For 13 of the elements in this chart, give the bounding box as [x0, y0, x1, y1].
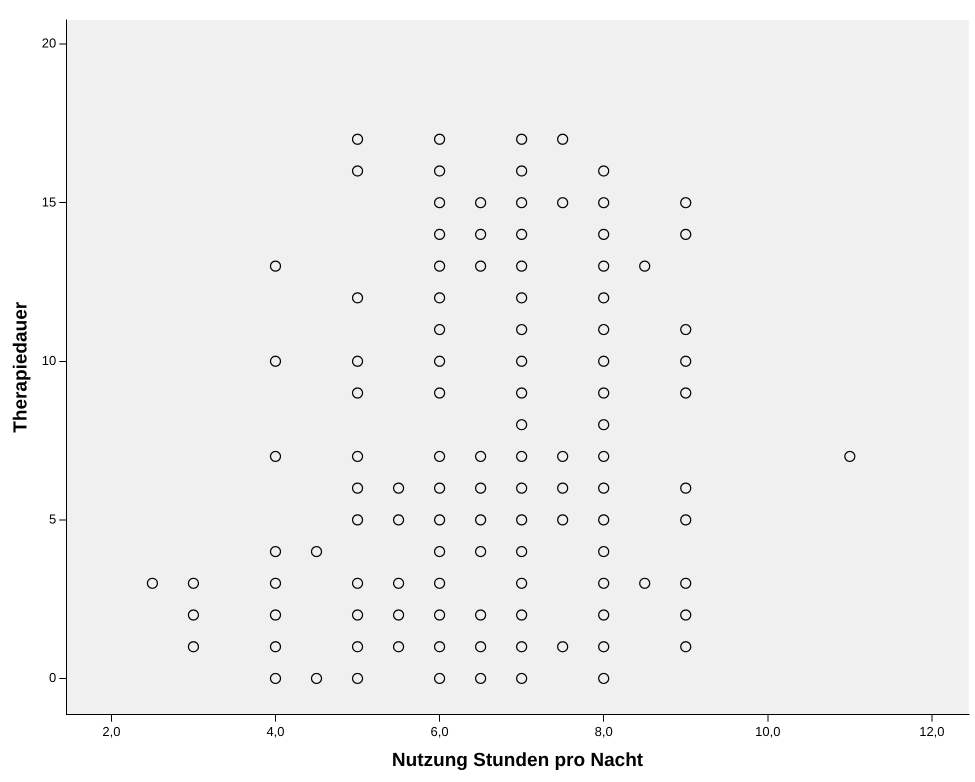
y-axis-title: Therapiedauer — [10, 301, 32, 433]
y-tick-label: 15 — [42, 194, 56, 210]
x-tick-label: 12,0 — [919, 724, 945, 739]
x-tick-label: 6,0 — [430, 724, 449, 739]
y-tick-label: 10 — [42, 352, 56, 368]
y-tick-label: 5 — [49, 511, 56, 526]
x-tick-label: 2,0 — [102, 724, 120, 739]
x-tick-label: 10,0 — [755, 724, 780, 739]
x-tick-label: 8,0 — [594, 724, 613, 739]
y-tick-label: 20 — [42, 36, 56, 51]
y-tick-label: 0 — [49, 670, 56, 686]
x-axis-title: Nutzung Stunden pro Nacht — [392, 750, 644, 771]
x-tick-label: 4,0 — [266, 724, 285, 739]
